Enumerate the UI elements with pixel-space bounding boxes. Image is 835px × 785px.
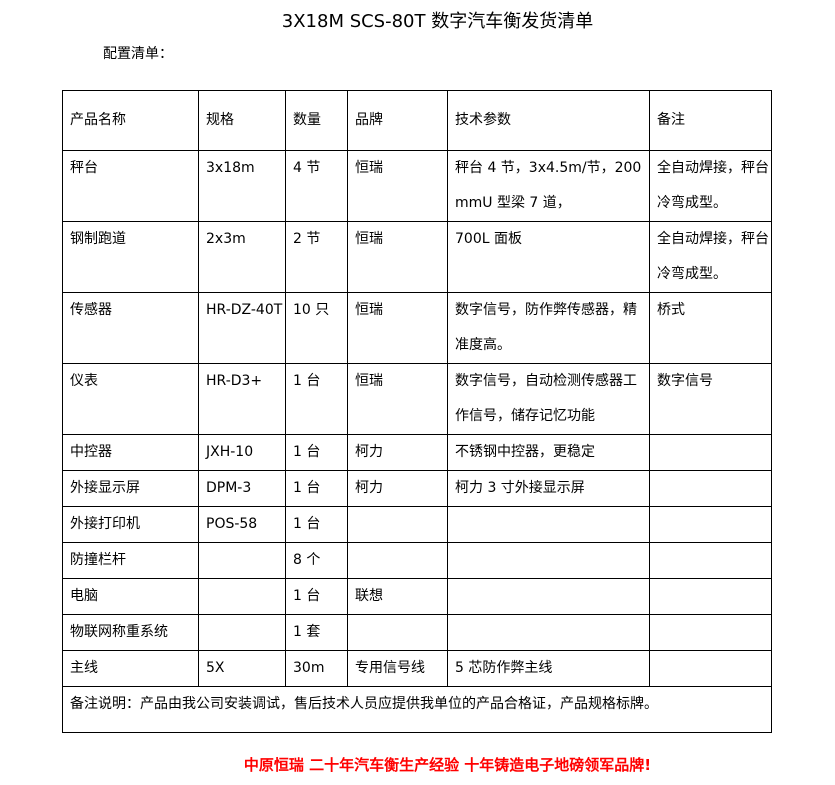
company-slogan: 中原恒瑞 二十年汽车衡生产经验 十年铸造电子地磅领军品牌!	[243, 756, 652, 774]
cell-remarks	[649, 434, 772, 471]
cell-product-name: 物联网称重系统	[62, 614, 199, 651]
config-list-label: 配置清单：	[103, 46, 173, 62]
cell-product-name: 秤台	[62, 150, 199, 222]
cell-quantity: 1 台	[285, 578, 348, 615]
note-row: 备注说明：产品由我公司安装调试，售后技术人员应提供我单位的产品合格证，产品规格标…	[62, 686, 772, 733]
cell-tech-params: 不锈钢中控器，更稳定	[447, 434, 650, 471]
cell-tech-params	[447, 614, 650, 651]
table-row: 钢制跑道 2x3m 2 节恒瑞 700L 面板 全自动焊接，秤台冷弯成型。	[62, 221, 772, 293]
cell-brand	[347, 542, 448, 579]
cell-brand: 恒瑞	[347, 363, 448, 435]
cell-tech-params	[447, 542, 650, 579]
cell-brand: 恒瑞	[347, 292, 448, 364]
shipping-list-table: 产品名称 规格 数量 品牌 技术参数 备注 秤台 3x18m 4 节恒瑞 秤台 4 节，3x4.…	[62, 90, 772, 733]
cell-remarks: 数字信号	[649, 363, 772, 435]
header-remarks: 备注	[649, 90, 772, 151]
cell-spec	[198, 578, 286, 615]
table-row: 物联网称重系统 1 套	[62, 614, 772, 651]
cell-spec: 2x3m	[198, 221, 286, 293]
cell-quantity: 1 台	[285, 470, 348, 507]
header-product-name: 产品名称	[62, 90, 199, 151]
cell-product-name: 主线	[62, 650, 199, 687]
cell-brand: 联想	[347, 578, 448, 615]
cell-spec	[198, 542, 286, 579]
cell-tech-params: 数字信号，自动检测传感器工作信号，储存记忆功能	[447, 363, 650, 435]
cell-remarks	[649, 650, 772, 687]
header-quantity: 数量	[285, 90, 348, 151]
table-row: 外接显示屏 DPM-3 1 台柯力 柯力 3 寸外接显示屏	[62, 470, 772, 507]
cell-brand: 柯力	[347, 470, 448, 507]
cell-remarks	[649, 614, 772, 651]
cell-product-name: 外接打印机	[62, 506, 199, 543]
cell-quantity: 1 套	[285, 614, 348, 651]
table-row: 外接打印机 POS-58 1 台	[62, 506, 772, 543]
table-row: 仪表 HR-D3+ 1 台恒瑞 数字信号，自动检测传感器工作信号，储存记忆功能 数字信号	[62, 363, 772, 435]
cell-spec: HR-D3+	[198, 363, 286, 435]
header-tech-params: 技术参数	[447, 90, 650, 151]
cell-brand: 柯力	[347, 434, 448, 471]
cell-remarks: 全自动焊接，秤台冷弯成型。	[649, 221, 772, 293]
cell-product-name: 钢制跑道	[62, 221, 199, 293]
cell-tech-params	[447, 506, 650, 543]
cell-remarks	[649, 470, 772, 507]
cell-quantity: 1 台	[285, 363, 348, 435]
cell-product-name: 传感器	[62, 292, 199, 364]
cell-spec: JXH-10	[198, 434, 286, 471]
cell-quantity: 1 台	[285, 434, 348, 471]
cell-remarks: 全自动焊接，秤台冷弯成型。	[649, 150, 772, 222]
cell-tech-params: 5 芯防作弊主线	[447, 650, 650, 687]
cell-product-name: 电脑	[62, 578, 199, 615]
cell-quantity: 8 个	[285, 542, 348, 579]
cell-quantity: 2 节	[285, 221, 348, 293]
cell-brand: 专用信号线	[347, 650, 448, 687]
cell-product-name: 仪表	[62, 363, 199, 435]
table-row: 电脑 1 台联想	[62, 578, 772, 615]
cell-brand: 恒瑞	[347, 221, 448, 293]
cell-product-name: 外接显示屏	[62, 470, 199, 507]
cell-remarks: 桥式	[649, 292, 772, 364]
table-header-row: 产品名称 规格 数量 品牌 技术参数 备注	[62, 90, 772, 151]
cell-spec: HR-DZ-40T	[198, 292, 286, 364]
table-row: 秤台 3x18m 4 节恒瑞 秤台 4 节，3x4.5m/节，200mmU 型梁 7 …	[62, 150, 772, 222]
cell-quantity: 10 只	[285, 292, 348, 364]
cell-spec	[198, 614, 286, 651]
cell-tech-params: 数字信号，防作弊传感器，精准度高。	[447, 292, 650, 364]
cell-remarks	[649, 506, 772, 543]
cell-remarks	[649, 578, 772, 615]
cell-product-name: 中控器	[62, 434, 199, 471]
cell-spec: DPM-3	[198, 470, 286, 507]
cell-brand	[347, 614, 448, 651]
cell-spec: 5X	[198, 650, 286, 687]
table-row: 防撞栏杆 8 个	[62, 542, 772, 579]
cell-quantity: 30m	[285, 650, 348, 687]
cell-tech-params: 柯力 3 寸外接显示屏	[447, 470, 650, 507]
note-text: 备注说明：产品由我公司安装调试，售后技术人员应提供我单位的产品合格证，产品规格标…	[62, 686, 772, 733]
cell-brand: 恒瑞	[347, 150, 448, 222]
cell-spec: 3x18m	[198, 150, 286, 222]
table-row: 中控器 JXH-10 1 台柯力 不锈钢中控器，更稳定	[62, 434, 772, 471]
header-spec: 规格	[198, 90, 286, 151]
header-brand: 品牌	[347, 90, 448, 151]
cell-remarks	[649, 542, 772, 579]
table-row: 传感器 HR-DZ-40T 10 只恒瑞 数字信号，防作弊传感器，精准度高。 桥式	[62, 292, 772, 364]
cell-brand	[347, 506, 448, 543]
cell-tech-params: 秤台 4 节，3x4.5m/节，200mmU 型梁 7 道，	[447, 150, 650, 222]
cell-quantity: 4 节	[285, 150, 348, 222]
cell-product-name: 防撞栏杆	[62, 542, 199, 579]
cell-spec: POS-58	[198, 506, 286, 543]
document-title: 3X18M SCS-80T 数字汽车衡发货清单	[281, 11, 594, 32]
cell-quantity: 1 台	[285, 506, 348, 543]
cell-tech-params: 700L 面板	[447, 221, 650, 293]
table-row: 主线 5X 30m 专用信号线 5 芯防作弊主线	[62, 650, 772, 687]
cell-tech-params	[447, 578, 650, 615]
